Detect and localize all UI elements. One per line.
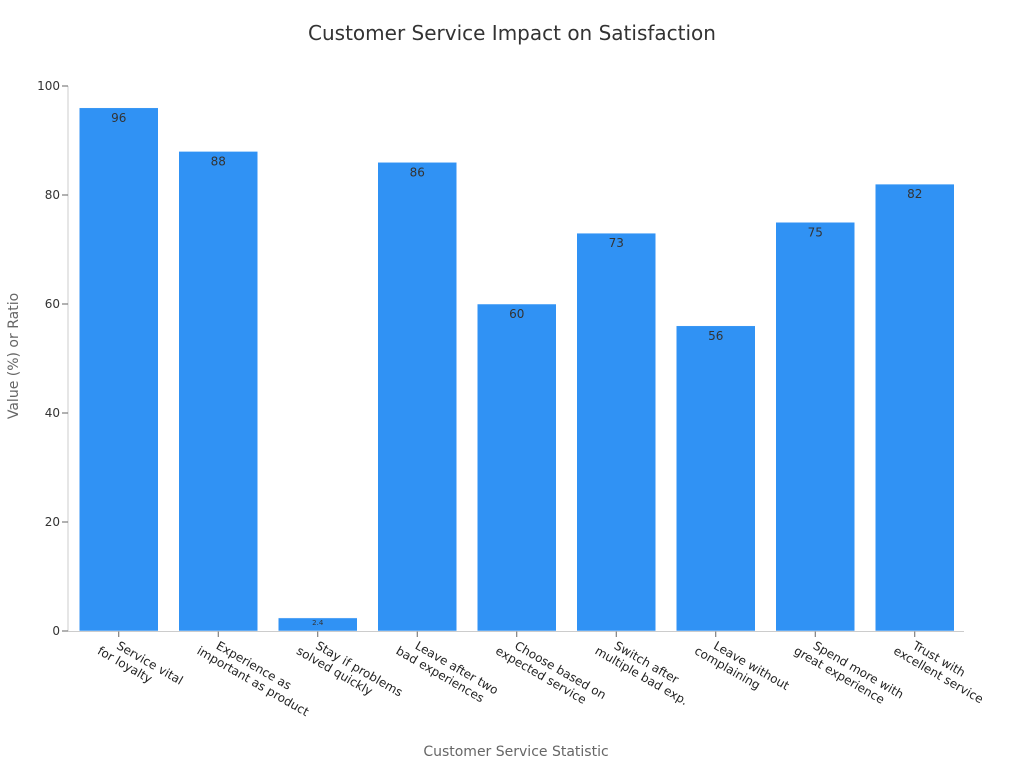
y-tick-label-20: 20 [45,515,60,529]
y-axis-title: Value (%) or Ratio [6,293,22,419]
bar-4 [377,162,457,632]
x-axis-title: Customer Service Statistic [423,744,608,760]
x-tick-label-5: Choose based onexpected service [493,631,608,714]
y-tick-label-40: 40 [45,406,60,420]
data-label-3: 2.4 [312,619,324,627]
x-tick-label-6: Switch aftermultiple bad exp. [593,631,698,708]
data-label-7: 56 [708,329,723,343]
x-tick-label-9: Trust withexcellent service [891,631,993,706]
y-tick-label-60: 60 [45,297,60,311]
data-label-2: 88 [211,154,226,168]
bar-5 [477,303,557,632]
x-tick-label-4: Leave after twobad experiences [394,631,501,709]
y-tick-label-0: 0 [52,624,60,638]
chart-title: Customer Service Impact on Satisfaction [308,21,716,45]
bar-1 [79,107,159,632]
x-tick-label-3: Stay if problemssolved quickly [294,631,405,711]
data-label-1: 96 [111,111,126,125]
x-tick-label-7: Leave withoutcomplaining [692,631,792,705]
x-tick-label-8: Spend more withgreat experience [792,631,906,713]
x-tick-label-1: Service vitalfor loyalty [95,631,185,699]
y-tick-label-100: 100 [37,79,60,93]
bar-6 [576,232,656,632]
data-label-4: 86 [410,165,425,179]
y-tick-label-80: 80 [45,188,60,202]
bar-8 [775,222,855,632]
bar-7 [676,325,756,632]
labels-layer: 96 88 2.4 86 60 73 56 75 82 [111,111,922,627]
data-label-6: 73 [609,236,624,250]
data-label-8: 75 [808,225,823,239]
data-label-5: 60 [509,307,524,321]
data-label-9: 82 [907,187,922,201]
bar-2 [178,151,258,632]
bar-9 [875,183,955,632]
bars-layer [79,107,955,632]
